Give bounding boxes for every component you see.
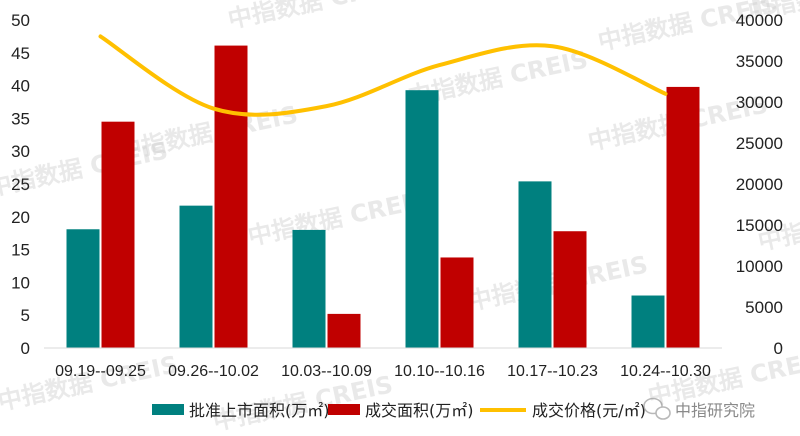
bar-listed-area bbox=[66, 229, 100, 348]
right-tick-label: 15000 bbox=[736, 216, 783, 235]
left-tick-label: 15 bbox=[11, 241, 30, 260]
left-tick-label: 40 bbox=[11, 77, 30, 96]
legend: 批准上市面积(万㎡) 成交面积(万㎡) 成交价格(元/㎡) bbox=[152, 401, 646, 420]
left-tick-label: 5 bbox=[21, 306, 30, 325]
legend-label: 批准上市面积(万㎡) bbox=[189, 401, 330, 420]
bar-listed-area bbox=[518, 181, 552, 348]
legend-swatch bbox=[328, 404, 360, 415]
right-tick-label: 35000 bbox=[736, 52, 783, 71]
bar-sold-area bbox=[440, 257, 474, 348]
right-tick-label: 5000 bbox=[745, 298, 783, 317]
x-axis-labels: 09.19--09.25 09.26--10.02 10.03--10.09 10.1… bbox=[55, 363, 711, 380]
legend-label: 成交面积(万㎡) bbox=[365, 401, 474, 420]
right-tick-label: 25000 bbox=[736, 134, 783, 153]
line-price bbox=[98, 34, 668, 117]
bar-sold-area bbox=[327, 313, 361, 348]
bar-sold-area bbox=[553, 231, 587, 348]
bar-sold-area bbox=[101, 121, 135, 349]
bar-listed-area bbox=[292, 229, 326, 348]
bars bbox=[66, 45, 700, 349]
legend-label: 成交价格(元/㎡) bbox=[532, 401, 646, 420]
watermark-text: 中指数据 CREIS bbox=[225, 0, 410, 34]
watermark-text: 中指数据 CREIS bbox=[245, 185, 430, 250]
bar-listed-area bbox=[631, 295, 665, 348]
source-credit: 中指研究院 bbox=[643, 397, 755, 420]
source-label: 中指研究院 bbox=[675, 401, 755, 420]
right-tick-label: 30000 bbox=[736, 93, 783, 112]
right-tick-label: 40000 bbox=[736, 11, 783, 30]
left-tick-label: 10 bbox=[11, 273, 30, 292]
wechat-icon bbox=[643, 397, 671, 420]
right-tick-label: 20000 bbox=[736, 175, 783, 194]
bar-listed-area bbox=[179, 205, 213, 348]
category-label: 10.10--10.16 bbox=[394, 363, 485, 380]
right-tick-label: 10000 bbox=[736, 257, 783, 276]
right-tick-label: 0 bbox=[774, 339, 783, 358]
left-tick-label: 25 bbox=[11, 175, 30, 194]
line-series bbox=[98, 34, 668, 117]
category-label: 09.26--10.02 bbox=[168, 363, 259, 380]
watermark-text: 中指数据 CREIS bbox=[115, 100, 300, 165]
bar-sold-area bbox=[666, 86, 700, 349]
legend-swatch bbox=[152, 404, 184, 415]
category-label: 09.19--09.25 bbox=[55, 363, 146, 380]
bar-listed-area bbox=[405, 90, 439, 348]
right-axis: 0 5000 10000 15000 20000 25000 30000 35000 40000 bbox=[736, 11, 783, 358]
bar-sold-area bbox=[214, 45, 248, 349]
category-label: 10.17--10.23 bbox=[507, 363, 598, 380]
left-tick-label: 50 bbox=[11, 11, 30, 30]
left-tick-label: 20 bbox=[11, 208, 30, 227]
left-tick-label: 45 bbox=[11, 44, 30, 63]
left-tick-label: 30 bbox=[11, 142, 30, 161]
left-tick-label: 0 bbox=[21, 339, 30, 358]
left-axis: 0 5 10 15 20 25 30 35 40 45 50 bbox=[11, 11, 30, 358]
left-tick-label: 35 bbox=[11, 109, 30, 128]
category-label: 10.24--10.30 bbox=[620, 363, 711, 380]
category-label: 10.03--10.09 bbox=[281, 363, 372, 380]
